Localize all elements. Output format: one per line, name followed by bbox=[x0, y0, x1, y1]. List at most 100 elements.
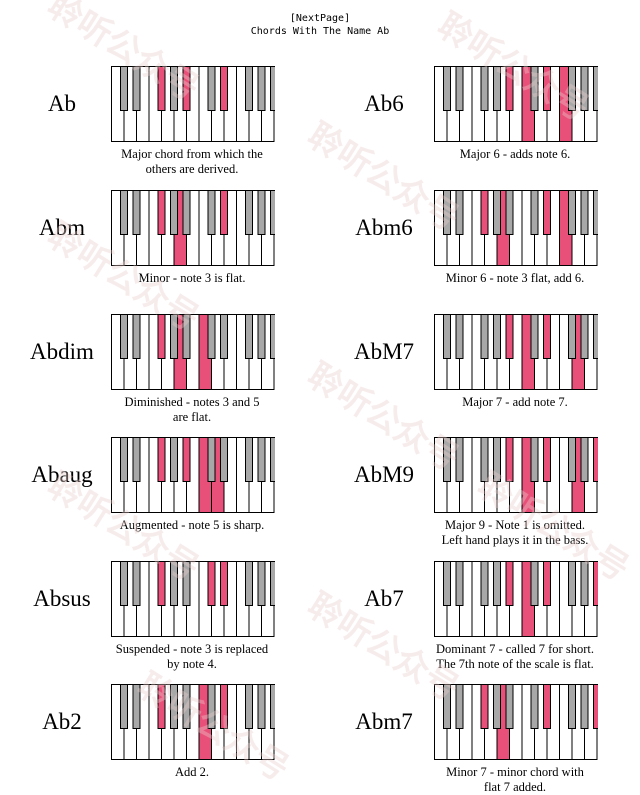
black-key bbox=[530, 190, 539, 235]
description-line: Suspended - note 3 is replaced bbox=[115, 642, 269, 656]
chord-description-abm6: Minor 6 - note 3 flat, add 6. bbox=[415, 271, 615, 286]
black-key bbox=[220, 437, 228, 482]
description-line: Minor - note 3 is flat. bbox=[138, 271, 246, 285]
black-key bbox=[593, 190, 598, 235]
black-key bbox=[257, 190, 266, 235]
black-key bbox=[257, 314, 266, 359]
black-key-highlighted bbox=[157, 684, 166, 729]
description-line: Major 9 - Note 1 is omitted. bbox=[445, 518, 585, 532]
black-key bbox=[455, 561, 464, 606]
black-key bbox=[480, 561, 489, 606]
black-key bbox=[568, 437, 576, 482]
black-key bbox=[257, 684, 266, 729]
black-key bbox=[182, 190, 191, 235]
keyboard-diagram-abm bbox=[111, 190, 275, 266]
black-key-highlighted bbox=[543, 561, 551, 606]
black-key bbox=[245, 314, 253, 359]
black-key bbox=[493, 684, 501, 729]
black-key-highlighted bbox=[543, 314, 551, 359]
black-key bbox=[245, 561, 253, 606]
black-key bbox=[182, 314, 191, 359]
black-key bbox=[580, 684, 589, 729]
black-key bbox=[270, 190, 275, 235]
description-line: The 7th note of the scale is flat. bbox=[436, 657, 594, 671]
black-key bbox=[480, 66, 489, 111]
black-key bbox=[170, 437, 178, 482]
page-title: Chords With The Name Ab bbox=[250, 26, 390, 37]
black-key bbox=[455, 66, 464, 111]
black-key bbox=[257, 561, 266, 606]
black-key-highlighted bbox=[157, 190, 166, 235]
black-key-highlighted bbox=[220, 190, 228, 235]
keyboard-diagram-abdim bbox=[111, 314, 275, 390]
chord-name-abm9: AbM9 bbox=[353, 462, 415, 487]
chord-name-absus: Absus bbox=[33, 586, 91, 611]
black-key-highlighted bbox=[505, 66, 514, 111]
black-key bbox=[505, 190, 514, 235]
black-key bbox=[493, 437, 501, 482]
chord-name-abm7: AbM7 bbox=[353, 339, 415, 364]
black-key bbox=[443, 66, 451, 111]
black-key bbox=[580, 314, 589, 359]
chord-name-ab: Ab bbox=[47, 91, 77, 116]
keyboard-diagram-ab bbox=[111, 66, 275, 142]
black-key bbox=[132, 66, 141, 111]
black-key bbox=[593, 314, 598, 359]
black-key bbox=[245, 66, 253, 111]
chord-name-abaug: Abaug bbox=[31, 462, 93, 487]
description-line: Minor 6 - note 3 flat, add 6. bbox=[445, 271, 585, 285]
black-key-highlighted bbox=[593, 561, 598, 606]
black-key bbox=[132, 437, 141, 482]
black-key bbox=[270, 684, 275, 729]
chord-name-ab6: Ab6 bbox=[364, 91, 404, 116]
chord-description-absus: Suspended - note 3 is replaced by note 4. bbox=[92, 642, 292, 672]
black-key-highlighted bbox=[157, 66, 166, 111]
black-key bbox=[170, 561, 178, 606]
black-key bbox=[455, 684, 464, 729]
black-key bbox=[270, 561, 275, 606]
description-line: others are derived. bbox=[145, 162, 239, 176]
black-key bbox=[182, 684, 191, 729]
black-key bbox=[443, 190, 451, 235]
black-key-highlighted bbox=[220, 684, 228, 729]
black-key-highlighted bbox=[543, 684, 551, 729]
black-key bbox=[493, 190, 501, 235]
description-line: Dominant 7 - called 7 for short. bbox=[436, 642, 594, 656]
black-key-highlighted bbox=[157, 561, 166, 606]
black-key bbox=[182, 561, 191, 606]
chord-description-abm7: Major 7 - add note 7. bbox=[415, 395, 615, 410]
black-key bbox=[207, 437, 216, 482]
black-key bbox=[170, 314, 178, 359]
description-line: Major 7 - add note 7. bbox=[462, 395, 568, 409]
black-key bbox=[220, 314, 228, 359]
keyboard-diagram-absus bbox=[111, 561, 275, 637]
black-key bbox=[270, 314, 275, 359]
black-key bbox=[207, 190, 216, 235]
keyboard-diagram-abm6 bbox=[434, 190, 598, 266]
description-line: Major chord from which the bbox=[121, 147, 263, 161]
black-key bbox=[443, 561, 451, 606]
black-key bbox=[593, 66, 598, 111]
black-key bbox=[443, 314, 451, 359]
black-key bbox=[245, 190, 253, 235]
black-key bbox=[443, 437, 451, 482]
chord-description-abaug: Augmented - note 5 is sharp. bbox=[92, 518, 292, 533]
black-key bbox=[568, 66, 576, 111]
chord-description-abm7: Minor 7 - minor chord with flat 7 added. bbox=[415, 765, 615, 795]
chord-description-ab6: Major 6 - adds note 6. bbox=[415, 147, 615, 162]
black-key-highlighted bbox=[505, 561, 514, 606]
next-page-link[interactable]: [NextPage] bbox=[289, 13, 351, 24]
black-key bbox=[132, 561, 141, 606]
description-line: Minor 7 - minor chord with bbox=[446, 765, 584, 779]
black-key bbox=[443, 684, 451, 729]
black-key bbox=[530, 437, 539, 482]
black-key bbox=[580, 561, 589, 606]
black-key bbox=[568, 314, 576, 359]
description-line: flat 7 added. bbox=[483, 780, 547, 794]
chord-description-ab7: Dominant 7 - called 7 for short. The 7th … bbox=[415, 642, 615, 672]
black-key-highlighted bbox=[543, 437, 551, 482]
black-key bbox=[505, 684, 514, 729]
black-key bbox=[170, 66, 178, 111]
keyboard-diagram-abm9 bbox=[434, 437, 598, 513]
black-key-highlighted bbox=[480, 190, 489, 235]
